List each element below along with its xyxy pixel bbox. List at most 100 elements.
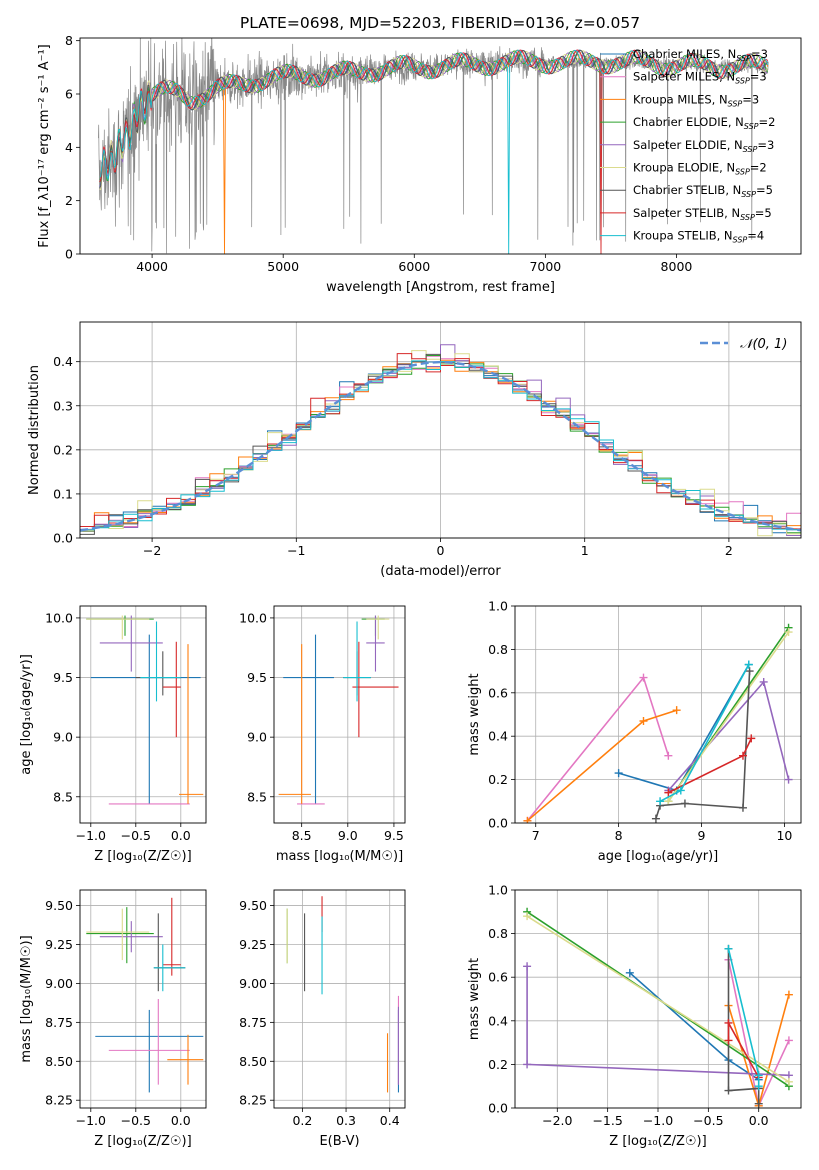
legend-label: Chabrier MILES, NSSP=3 [633,47,768,63]
y-tick-label: 0.1 [53,486,73,501]
weight-marker [724,944,733,953]
y-tick-label: 0.2 [488,1057,508,1072]
mass_age-axes: 8.5 9.0 9.5 8.5 9.0 9.5 10.0 mass [log₁₀(M/M☉)] [239,606,405,864]
weight-marker [625,968,634,977]
y-tick-label: 8.25 [239,1093,267,1108]
y-tick-label: 0.0 [53,531,73,546]
spectrum-axes: 4000 5000 6000 7000 8000 0 2 4 6 8 wavelength [Ang… [37,33,775,295]
ebv_mass-errorbars [286,896,400,1093]
weight-marker [523,1060,532,1069]
weight-line [526,709,677,822]
y-tick-label: 10.0 [239,610,267,625]
weight-line [629,972,760,1081]
weight-marker [754,1099,763,1108]
x-tick-label: 8 [615,828,623,843]
weight-marker [676,786,685,795]
y-tick-label: 9.50 [239,898,267,913]
y-tick-label: 9.0 [53,730,73,745]
y-tick-label: 9.00 [239,976,267,991]
weight-marker [754,1071,763,1080]
x-tick-label: 7000 [529,259,561,274]
x-axis-label: wavelength [Angstrom, rest frame] [326,280,555,295]
x-axis-label: (data-model)/error [380,564,501,579]
axes-frame [79,889,207,1109]
x-tick-label: 2 [725,543,733,558]
weight-marker [754,1082,763,1091]
y-tick-label: 8.25 [45,1093,73,1108]
mass_age-errorbars [278,615,399,805]
x-axis-label: age [log₁₀(age/yr)] [598,849,719,864]
plots-group: 4000 5000 6000 7000 8000 0 2 4 6 8 wavelength [Ang… [19,33,802,1149]
weight-marker [523,912,532,921]
x-tick-label: −0.5 [121,1113,151,1128]
y-tick-label: 0.6 [488,685,508,700]
axes-frame [514,889,802,1109]
spectrum-lines [98,38,769,254]
x-axis-label: Z [log₁₀(Z/Z☉)] [94,849,191,864]
weight-marker [738,751,747,760]
y-tick-label: 0.4 [488,1013,508,1028]
y-tick-label: 0.3 [53,398,73,413]
y-tick-label: 9.25 [45,937,73,952]
weight-line [727,948,760,1087]
axes-frame [273,605,406,824]
weight-marker [672,706,681,715]
weight-marker [639,717,648,726]
legend-label: 𝒩(0, 1) [740,337,787,352]
weight-marker [651,814,660,823]
histogram-series [80,353,801,535]
x-tick-label: 5000 [267,259,299,274]
weight-marker [656,797,665,806]
z_age-axes: −1.0 −0.5 0.0 8.5 9.0 9.5 10.0 Z [log₁₀(Z/Z☉)] a… [19,606,206,864]
y-tick-label: 0 [65,247,73,262]
weight-marker [747,734,756,743]
x-tick-label: −1 [287,543,305,558]
weight-marker [664,751,673,760]
x-axis-label: E(B-V) [319,1134,359,1149]
y-tick-label: 0.0 [488,1101,508,1116]
weight-line [526,675,670,822]
z_age-errorbars [86,615,204,805]
x-tick-label: −0.5 [693,1113,723,1128]
z_mass-errorbars [86,897,204,1093]
y-tick-label: 9.5 [247,670,267,685]
y-tick-label: 1.0 [488,883,508,898]
y-axis-label: age [log₁₀(age/yr)] [19,654,34,775]
y-tick-label: 9.0 [247,730,267,745]
weight-marker [664,797,673,806]
weight-marker [523,962,532,971]
weight-marker [784,1077,793,1086]
y-tick-label: 0.8 [488,642,508,657]
x-tick-label: −1.5 [592,1113,622,1128]
y-tick-label: 8.75 [45,1015,73,1030]
figure-title: PLATE=0698, MJD=52203, FIBERID=0136, z=0… [240,14,640,32]
weight-marker [614,769,623,778]
legend-label: Salpeter STELIB, NSSP=5 [633,206,772,222]
y-axis-label: mass weight [467,673,482,755]
y-axis-label: Normed distribution [27,365,42,495]
weight-marker [745,667,754,676]
y-axis-label: mass weight [467,958,482,1040]
ebv_mass-axes: 0.2 0.3 0.4 8.25 8.50 8.75 9.00 9.25 9.50 E(B-V) [239,890,405,1149]
weight-marker [744,660,753,669]
x-tick-label: 9.5 [384,828,404,843]
axes-frame [79,37,802,255]
weight-marker [738,803,747,812]
z_weight-lines [523,907,793,1108]
y-tick-label: 6 [65,87,73,102]
axes-frame [79,321,802,539]
weight-marker [784,1036,793,1045]
y-tick-label: 0.2 [53,442,73,457]
x-tick-label: 6000 [398,259,430,274]
x-axis-label: Z [log₁₀(Z/Z☉)] [609,1134,706,1149]
y-tick-label: 9.50 [45,898,73,913]
y-tick-label: 8.5 [247,789,267,804]
model-spectrum-line [99,49,769,189]
x-tick-label: 0.3 [336,1113,356,1128]
age_weight-axes: 7 8 9 10 0.0 0.2 0.4 0.6 0.8 1.0 age [log₁₀(age/yr… [467,599,801,864]
y-tick-label: 9.00 [45,976,73,991]
y-tick-label: 4 [65,140,73,155]
axes-frame [514,605,802,824]
axes-frame [79,605,207,824]
